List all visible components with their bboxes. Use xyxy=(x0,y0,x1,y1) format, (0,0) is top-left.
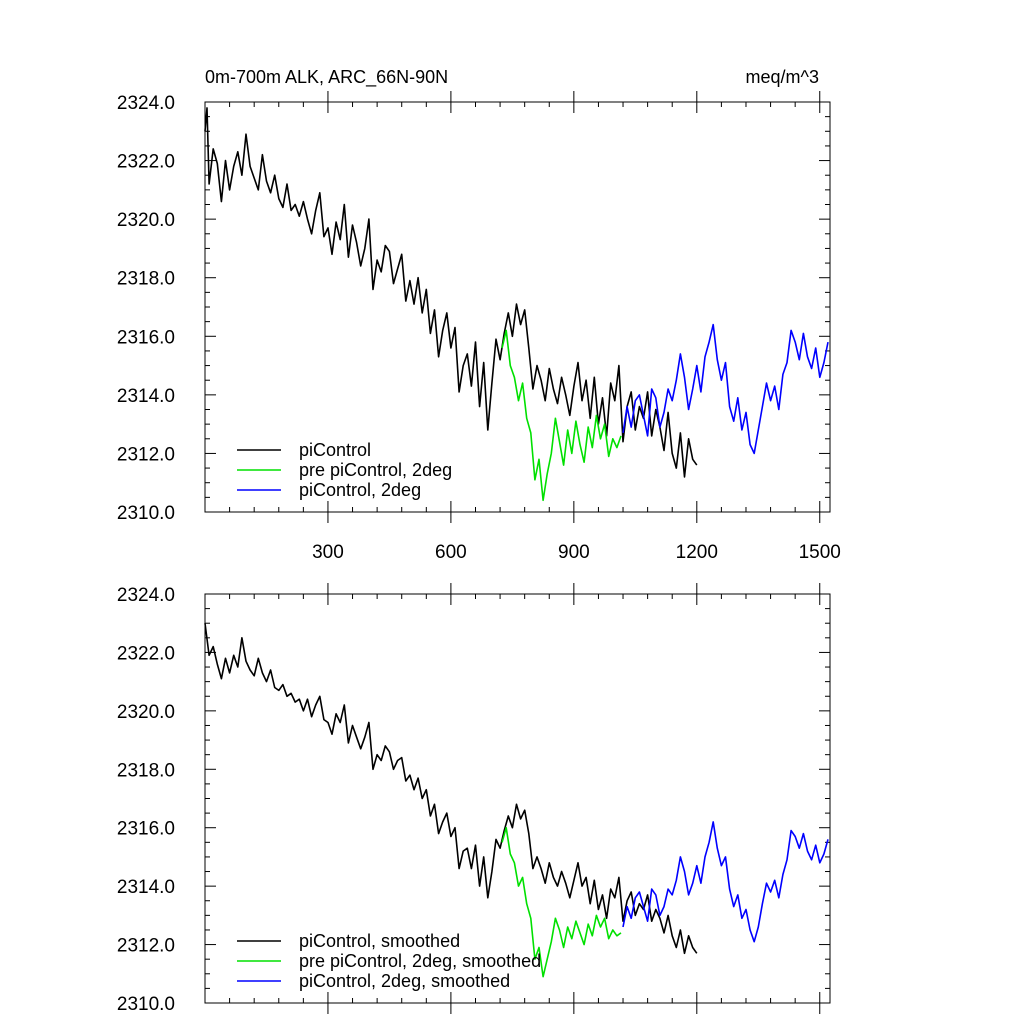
y-tick-label: 2318.0 xyxy=(117,269,175,290)
series-line-pre_piControl_2deg xyxy=(501,826,622,978)
y-tick-label: 2312.0 xyxy=(117,444,175,465)
series-line-piControl xyxy=(204,107,698,478)
legend-label: piControl xyxy=(299,440,371,460)
series-line-piControl xyxy=(204,623,698,955)
y-tick-label: 2310.0 xyxy=(117,503,175,524)
y-tick-label: 2312.0 xyxy=(117,936,175,957)
legend-label: piControl, smoothed xyxy=(299,931,460,951)
legend-label: pre piControl, 2deg, smoothed xyxy=(299,951,541,971)
legend-label: piControl, 2deg, smoothed xyxy=(299,971,510,991)
x-tick-label: 1200 xyxy=(676,542,718,563)
legend-label: piControl, 2deg xyxy=(299,480,421,500)
series-line-piControl_2deg xyxy=(622,323,829,455)
x-tick-label: 600 xyxy=(435,542,467,563)
y-tick-label: 2314.0 xyxy=(117,877,175,898)
y-tick-label: 2324.0 xyxy=(117,93,175,114)
legend-label: pre piControl, 2deg xyxy=(299,460,452,480)
x-tick-label: 1500 xyxy=(799,542,841,563)
top-panel: 0m-700m ALK, ARC_66N-90N meq/m^3 2310.0 2… xyxy=(117,67,841,563)
y-tick-label: 2318.0 xyxy=(117,760,175,781)
series-line-piControl_2deg xyxy=(622,821,829,943)
chart-units: meq/m^3 xyxy=(746,67,819,87)
y-tick-label: 2320.0 xyxy=(117,210,175,231)
y-tick-label: 2322.0 xyxy=(117,152,175,173)
y-tick-label: 2310.0 xyxy=(117,994,175,1015)
y-tick-label: 2316.0 xyxy=(117,327,175,348)
chart-title: 0m-700m ALK, ARC_66N-90N xyxy=(205,67,448,88)
x-tick-label: 900 xyxy=(558,542,590,563)
y-tick-label: 2316.0 xyxy=(117,819,175,840)
y-tick-label: 2320.0 xyxy=(117,702,175,723)
bottom-panel: 2310.0 2312.0 2314.0 2316.0 2318.0 2320.0 2322… xyxy=(117,583,831,1015)
series-line-pre_piControl_2deg xyxy=(501,329,622,502)
y-tick-label: 2314.0 xyxy=(117,386,175,407)
x-tick-label: 300 xyxy=(312,542,344,563)
y-tick-label: 2324.0 xyxy=(117,585,175,606)
y-tick-label: 2322.0 xyxy=(117,643,175,664)
